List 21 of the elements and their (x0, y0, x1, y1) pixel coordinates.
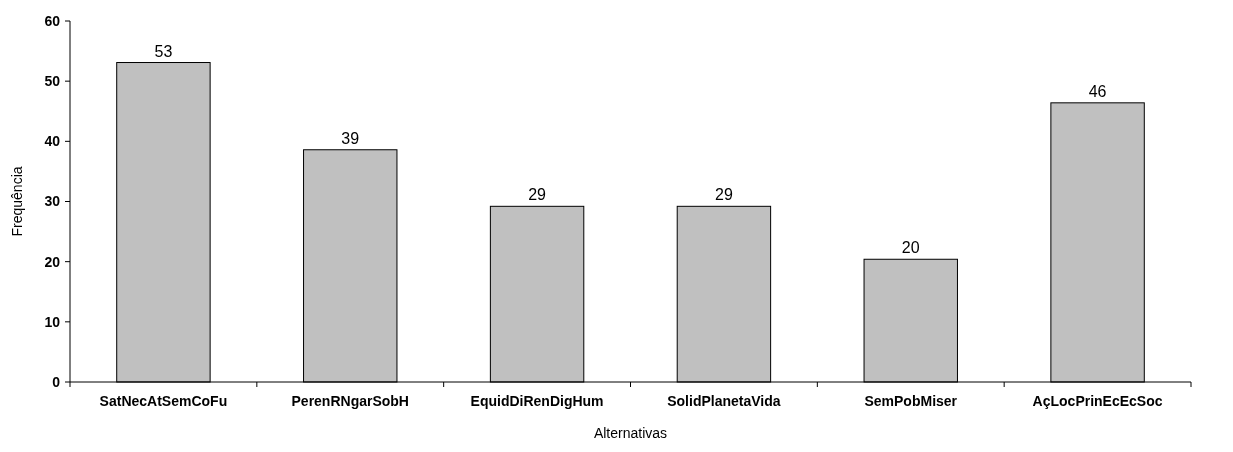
y-tick-label: 50 (44, 73, 61, 90)
y-tick-label: 20 (44, 253, 61, 270)
data-label: 29 (528, 186, 547, 204)
y-tick-label: 0 (52, 373, 61, 390)
y-tick-label: 40 (44, 133, 61, 150)
x-tick-label: AçLocPrinEcEcSoc (1032, 393, 1163, 409)
data-label: 20 (901, 239, 920, 257)
y-tick-label: 30 (44, 193, 61, 210)
y-tick-label: 10 (44, 313, 61, 330)
x-tick-label: PerenRNgarSobH (291, 393, 409, 409)
x-tick-label: SolidPlanetaVida (667, 393, 781, 409)
x-tick-label: SemPobMiser (864, 393, 958, 409)
y-tick-label: 60 (44, 12, 61, 29)
x-tick-label: EquidDiRenDigHum (470, 393, 604, 409)
x-axis-title: Alternativas (593, 425, 668, 441)
y-axis-title: Frequência (9, 166, 25, 237)
data-label: 39 (341, 129, 360, 147)
data-label: 53 (154, 42, 173, 60)
x-tick-label: SatNecAtSemCoFu (99, 393, 228, 409)
data-label: 29 (715, 186, 733, 204)
data-label: 46 (1088, 82, 1107, 100)
